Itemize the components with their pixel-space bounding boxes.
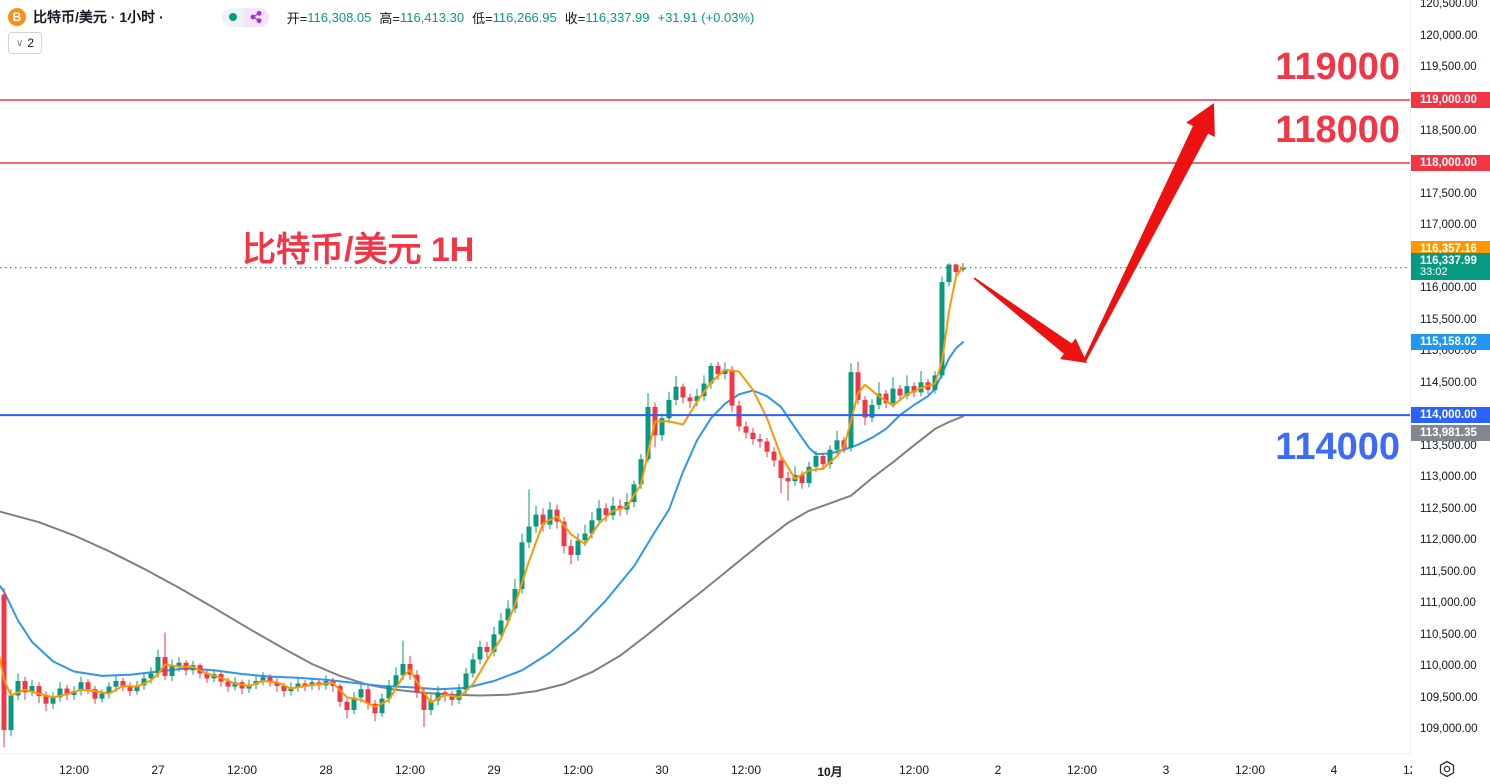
- price-axis-label: 112,000.00: [1420, 534, 1477, 547]
- price-axis-label: 119,500.00: [1420, 61, 1477, 74]
- resistance-label-118000[interactable]: 118000: [1275, 109, 1400, 151]
- symbol-legend: B 比特币/美元 · 1小时 · 开= 116,308.05 高= 116,413.3…: [8, 6, 755, 54]
- time-axis-label: 12:00: [1066, 763, 1098, 777]
- ohlc-value: 116,308.05: [307, 9, 372, 25]
- time-axis-label: 12:00: [562, 763, 594, 777]
- price-axis-label: 120,500.00: [1420, 0, 1478, 11]
- gear-icon: [1439, 760, 1455, 778]
- price-axis-label: 110,500.00: [1420, 628, 1477, 641]
- ohlc-value: 116,266.95: [492, 9, 557, 25]
- price-axis-label: 114,500.00: [1420, 376, 1477, 389]
- time-axis-label: 10月: [817, 765, 843, 779]
- ma-fast-line: [0, 265, 964, 708]
- time-axis[interactable]: 12:00 27 12:00 28 12:00 29 12:00 30 12:00 10月 12:0…: [0, 753, 1412, 784]
- chart-pane[interactable]: 比特币/美元 1H 119000 118000 114000 B 比特币/美元 …: [0, 0, 1410, 753]
- time-axis-label: 12:00: [1402, 763, 1412, 777]
- ohlc-legend: 开= 116,308.05 高= 116,413.30 低= 116,266.95 收= 11…: [279, 8, 755, 27]
- forecast-arrow-up[interactable]: [1082, 103, 1215, 363]
- price-axis-label: 112,500.00: [1420, 502, 1477, 515]
- price-badge: 119,000.00: [1411, 91, 1490, 108]
- time-axis-label: 12:00: [58, 763, 90, 777]
- ohlc-change: +31.91 (+0.03%): [657, 9, 755, 25]
- time-axis-label: 12:00: [1234, 763, 1266, 777]
- ma-mid-line: [0, 341, 964, 691]
- time-axis-label: 12:00: [394, 763, 426, 777]
- price-axis-label: 111,500.00: [1420, 565, 1476, 578]
- ohlc-label: 收=: [564, 10, 586, 26]
- price-axis-label: 117,500.00: [1420, 187, 1477, 200]
- time-axis-label: 12:00: [226, 763, 258, 777]
- price-axis-label: 111,000.00: [1420, 597, 1476, 610]
- price-axis-label: 110,000.00: [1420, 660, 1477, 673]
- time-axis-label: 29: [487, 763, 501, 777]
- status-pill[interactable]: [221, 7, 269, 27]
- ohlc-label: 开=: [286, 10, 308, 26]
- price-axis[interactable]: 120,500.00 120,000.00 119,500.00 119,000.00…: [1410, 0, 1490, 753]
- price-axis-label: 116,000.00: [1420, 282, 1477, 295]
- price-axis-label: 113,000.00: [1420, 471, 1477, 484]
- time-axis-label: 12:00: [898, 763, 930, 777]
- chart-title-annotation[interactable]: 比特币/美元 1H: [242, 231, 475, 269]
- ohlc-label: 低=: [472, 10, 493, 26]
- price-scale-settings-button[interactable]: [1438, 760, 1458, 780]
- resistance-label-119000[interactable]: 119000: [1275, 46, 1400, 88]
- ohlc-value: 116,413.30: [399, 9, 465, 25]
- price-badge: 118,000.00: [1411, 154, 1490, 171]
- price-axis-label: 109,000.00: [1420, 723, 1478, 736]
- support-label-114000[interactable]: 114000: [1275, 426, 1400, 468]
- candle-countdown: 33:02: [1420, 265, 1448, 278]
- market-status-dot-icon: [228, 13, 237, 21]
- bitcoin-icon: B: [8, 8, 26, 26]
- price-badge: 116,337.99 33:02: [1411, 252, 1490, 280]
- time-axis-label: 30: [655, 763, 669, 777]
- price-badge: 114,000.00: [1411, 406, 1490, 423]
- price-badge: 113,981.35: [1411, 424, 1490, 441]
- indicator-count: 2: [27, 36, 35, 50]
- price-axis-label: 115,500.00: [1420, 313, 1477, 326]
- symbol-title[interactable]: 比特币/美元 · 1小时 ·: [33, 9, 164, 25]
- time-axis-label: 4: [1330, 763, 1338, 777]
- time-axis-label: 28: [319, 763, 333, 777]
- ohlc-value: 116,337.99: [585, 9, 650, 25]
- price-axis-label: 113,500.00: [1420, 439, 1477, 452]
- share-icon[interactable]: [243, 7, 269, 27]
- price-badge: 115,158.02: [1411, 333, 1490, 350]
- ma-slow-line: [0, 415, 964, 697]
- time-axis-label: 12:00: [730, 763, 762, 777]
- ohlc-label: 高=: [379, 10, 400, 26]
- price-axis-label: 118,500.00: [1420, 124, 1477, 137]
- price-axis-label: 120,000.00: [1420, 29, 1478, 42]
- candlestick-chart[interactable]: [0, 0, 1410, 753]
- time-axis-label: 3: [1162, 763, 1170, 777]
- forecast-arrow-down[interactable]: [973, 277, 1088, 363]
- price-axis-label: 109,500.00: [1420, 691, 1478, 704]
- price-axis-label: 117,000.00: [1420, 219, 1477, 232]
- indicator-collapse-button[interactable]: ∨ 2: [8, 32, 43, 54]
- time-axis-label: 27: [151, 763, 165, 777]
- time-axis-label: 2: [994, 763, 1002, 777]
- chevron-down-icon: ∨: [16, 37, 24, 49]
- candles-layer: [1, 263, 966, 748]
